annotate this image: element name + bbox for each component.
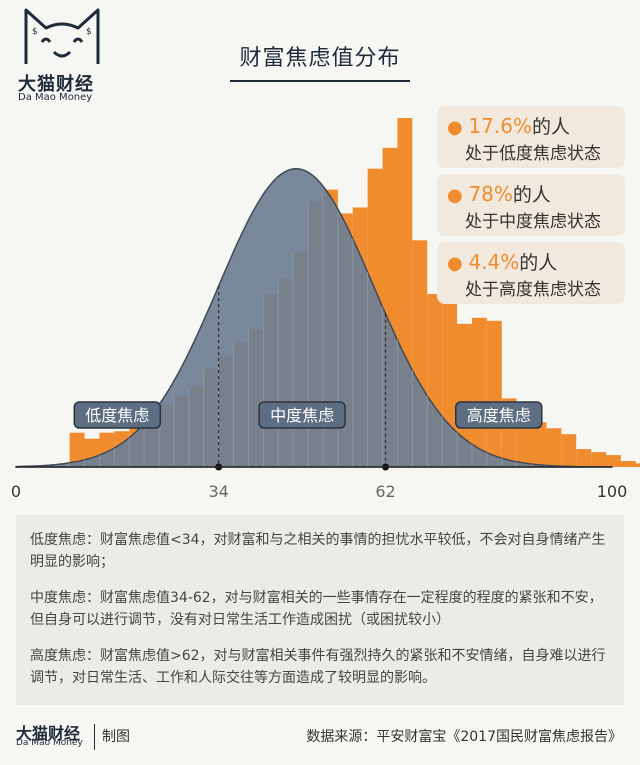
histogram-bar (591, 452, 607, 467)
histogram-bar (576, 449, 592, 467)
footer-made-label: 制图 (102, 729, 130, 745)
histogram-bar (620, 461, 636, 467)
tick-label: 0 (11, 482, 21, 500)
data-source: 数据来源：平安财富宝《2017国民财富焦虑报告》 (306, 729, 622, 745)
tick-label: 62 (375, 482, 395, 500)
stat-percent: 17.6% (468, 114, 532, 138)
stat-description: 处于低度焦虑状态 (465, 144, 601, 164)
histogram-bar (561, 434, 577, 467)
tick-label: 34 (208, 482, 228, 500)
bullet-icon: ● (447, 253, 469, 274)
brand-name: 大猫财经 (18, 74, 94, 95)
stat-description: 处于高度焦虑状态 (465, 280, 601, 300)
histogram-bar (69, 432, 85, 467)
stat-percent: 4.4% (468, 250, 520, 274)
tick-label: 100 (597, 482, 628, 500)
stat-box-low: ● 17.6%的人 处于低度焦虑状态 (437, 106, 625, 168)
stat-percent: 78% (468, 182, 513, 206)
histogram-bar (486, 320, 502, 467)
svg-text:$: $ (86, 27, 92, 37)
title-underline (230, 80, 410, 82)
histogram-bar (546, 428, 562, 467)
footer-divider (94, 724, 95, 750)
region-label: 低度焦虑 (85, 406, 149, 425)
definitions-panel: 低度焦虑：财富焦虑值<34，对财富和与之相关的事情的担忧水平较低，不会对自身情绪… (16, 515, 624, 705)
stat-box-high: ● 4.4%的人 处于高度焦虑状态 (437, 242, 625, 304)
distribution-curve (15, 167, 613, 468)
region-label: 中度焦虑 (270, 406, 334, 425)
histogram-bar (471, 317, 487, 467)
histogram-bar (457, 323, 472, 467)
region-label-box (73, 401, 162, 429)
bullet-icon: ● (447, 117, 469, 138)
stat-description: 处于中度焦虑状态 (465, 212, 601, 232)
region-label-box (258, 401, 346, 429)
region-label-box (455, 401, 543, 429)
footer-brand: 大猫财经 (16, 724, 81, 743)
definition-mid: 中度焦虑：财富焦虑值34-62，对与财富相关的一些事情存在一定程度的程度的紧张和… (30, 590, 603, 628)
histogram-bar (606, 455, 621, 467)
stat-suffix: 的人 (519, 252, 558, 274)
region-label: 高度焦虑 (467, 406, 531, 425)
histogram-bar (531, 422, 547, 467)
stat-box-mid: ● 78%的人 处于中度焦虑状态 (437, 174, 625, 236)
definition-high: 高度焦虑：财富焦虑值>62，对与财富相关事件有强烈持久的紧张和不安情绪，自身难以… (30, 648, 606, 686)
svg-text:$: $ (32, 27, 38, 37)
distribution-chart: 0 34 62 100 低度焦虑 中度焦虑 高度焦虑 (11, 118, 640, 500)
brand-name-en: Da Mao Money (18, 92, 93, 103)
stat-suffix: 的人 (531, 116, 570, 138)
definition-low: 低度焦虑：财富焦虑值<34，对财富和与之相关的事情的担忧水平较低，不会对自身情绪… (30, 532, 606, 570)
chart-title: 财富焦虑值分布 (239, 46, 401, 71)
footer-brand-en: Da Mao Money (16, 738, 83, 748)
bullet-icon: ● (447, 185, 469, 206)
histogram-bar (635, 463, 640, 467)
stat-suffix: 的人 (512, 184, 551, 206)
cat-logo-icon: $ $ (24, 8, 100, 64)
